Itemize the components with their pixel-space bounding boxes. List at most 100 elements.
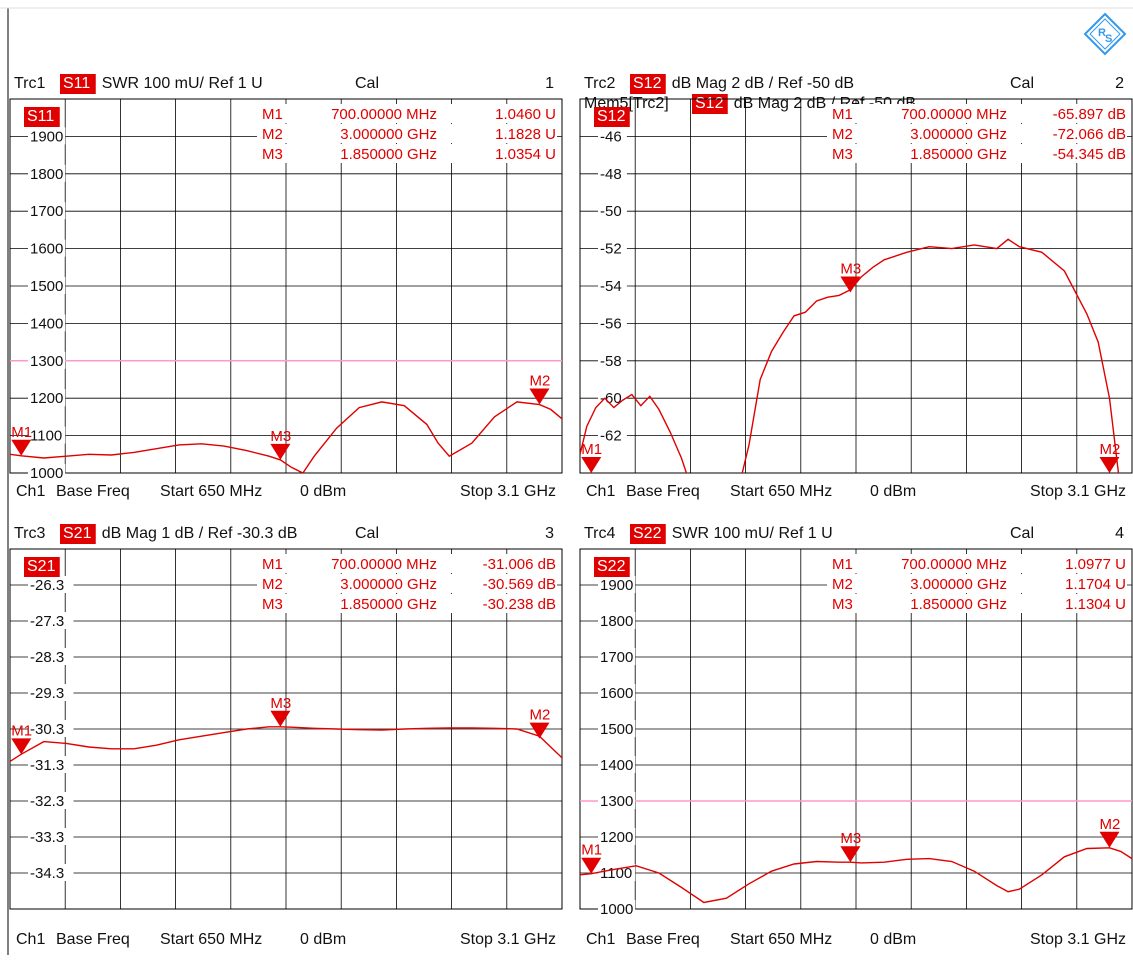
y-tick-label: -34.3 bbox=[30, 865, 64, 882]
y-tick-bg bbox=[28, 864, 74, 881]
marker-label: M2 bbox=[529, 373, 550, 390]
footer-channel: Ch1 bbox=[16, 483, 45, 500]
svg-text:S: S bbox=[1105, 33, 1112, 45]
footer-channel: Ch1 bbox=[586, 931, 615, 948]
y-tick-label: -60 bbox=[600, 390, 622, 407]
marker-label: M1 bbox=[11, 722, 32, 739]
marker-readout-bg bbox=[827, 554, 1127, 573]
y-tick-label: -54 bbox=[600, 278, 622, 295]
footer-power: 0 dBm bbox=[300, 931, 346, 948]
y-tick-label: -30.3 bbox=[30, 721, 64, 738]
marker-readout-freq: 3.000000 GHz bbox=[910, 576, 1007, 593]
y-tick-bg bbox=[598, 828, 636, 845]
y-tick-bg bbox=[28, 648, 74, 665]
marker-triangle bbox=[840, 276, 861, 293]
chart-panel-top-right: Trc2 S12 dB Mag 2 dB / Ref -50 dB Cal 2Mem5[… bbox=[579, 74, 1133, 500]
y-tick-bg bbox=[28, 127, 66, 145]
footer-power: 0 dBm bbox=[300, 483, 346, 500]
marker-triangle bbox=[11, 439, 32, 456]
trace-format: SWR 100 mU/ Ref 1 U bbox=[672, 525, 833, 542]
y-tick-bg bbox=[598, 576, 636, 593]
y-tick-label: 1800 bbox=[30, 166, 63, 183]
marker-label: M1 bbox=[581, 842, 602, 859]
marker-readout-bg bbox=[257, 594, 557, 613]
marker-label: M3 bbox=[840, 830, 861, 847]
footer-base-freq: Base Freq bbox=[626, 931, 700, 948]
footer-base-freq: Base Freq bbox=[56, 483, 130, 500]
y-tick-label: 1600 bbox=[600, 685, 633, 702]
y-tick-bg bbox=[28, 314, 66, 332]
y-tick-label: -46 bbox=[600, 128, 622, 145]
y-tick-bg bbox=[598, 900, 636, 917]
marker-label: M3 bbox=[270, 428, 291, 445]
trace-format: dB Mag 2 dB / Ref -50 dB bbox=[672, 75, 854, 92]
y-tick-label: -58 bbox=[600, 353, 622, 370]
y-tick-label: 1000 bbox=[30, 465, 63, 482]
cal-label: Cal bbox=[355, 525, 379, 542]
marker-triangle bbox=[1099, 457, 1120, 473]
marker-triangle bbox=[581, 457, 602, 473]
y-tick-bg bbox=[28, 576, 74, 593]
marker-readout-freq: 700.00000 MHz bbox=[331, 556, 437, 573]
y-tick-bg bbox=[598, 684, 636, 701]
rohde-schwarz-logo-icon: R S bbox=[1083, 12, 1127, 56]
param-label: S11 bbox=[27, 108, 54, 125]
y-tick-bg bbox=[28, 389, 66, 407]
marker-readout-freq: 3.000000 GHz bbox=[340, 126, 437, 143]
marker-label: M2 bbox=[1099, 816, 1120, 833]
y-tick-bg bbox=[598, 426, 627, 444]
param-badge bbox=[24, 557, 60, 577]
marker-triangle bbox=[1099, 831, 1120, 848]
y-tick-label: 1200 bbox=[30, 390, 63, 407]
marker-triangle bbox=[11, 738, 32, 755]
param-badge bbox=[24, 107, 60, 127]
y-tick-label: -56 bbox=[600, 315, 622, 332]
trace-line-1 bbox=[10, 401, 562, 473]
y-tick-bg bbox=[598, 127, 627, 145]
marker-readout-id: M2 bbox=[832, 126, 853, 143]
y-tick-bg bbox=[28, 351, 66, 369]
footer-base-freq: Base Freq bbox=[626, 483, 700, 500]
y-tick-bg bbox=[598, 756, 636, 773]
marker-readout-freq: 700.00000 MHz bbox=[901, 106, 1007, 123]
trace-line-1 bbox=[10, 726, 562, 762]
param-badge bbox=[60, 524, 96, 544]
marker-readout-value: 1.0460 U bbox=[495, 106, 556, 123]
marker-readout-id: M3 bbox=[262, 596, 283, 613]
marker-readout-value: -72.066 dB bbox=[1053, 126, 1126, 143]
y-tick-label: 1300 bbox=[600, 793, 633, 810]
y-tick-label: 1700 bbox=[600, 649, 633, 666]
window-number: 3 bbox=[545, 525, 554, 542]
marker-readout-id: M3 bbox=[832, 146, 853, 163]
trace-format: dB Mag 1 dB / Ref -30.3 dB bbox=[102, 525, 298, 542]
marker-readout-value: 1.1704 U bbox=[1065, 576, 1126, 593]
marker-readout-value: 1.1828 U bbox=[495, 126, 556, 143]
y-tick-label: -32.3 bbox=[30, 793, 64, 810]
trace-name: Trc4 bbox=[584, 525, 616, 542]
footer-base-freq: Base Freq bbox=[56, 931, 130, 948]
y-tick-label: 1500 bbox=[600, 721, 633, 738]
y-tick-bg bbox=[598, 864, 636, 881]
marker-readout-id: M1 bbox=[832, 556, 853, 573]
y-tick-bg bbox=[598, 202, 627, 220]
marker-readout-value: -65.897 dB bbox=[1053, 106, 1126, 123]
y-tick-label: -31.3 bbox=[30, 757, 64, 774]
footer-stop: Stop 3.1 GHz bbox=[1030, 483, 1126, 500]
marker-triangle bbox=[270, 710, 291, 727]
marker-readout-value: -31.006 dB bbox=[483, 556, 556, 573]
chart-panel-bottom-right: Trc4 S22 SWR 100 mU/ Ref 1 U Cal 4 1900 1800 17… bbox=[579, 524, 1133, 948]
y-tick-bg bbox=[28, 792, 74, 809]
param-label: S21 bbox=[27, 558, 56, 575]
y-tick-bg bbox=[28, 239, 66, 257]
y-tick-bg bbox=[598, 351, 627, 369]
cal-label: Cal bbox=[355, 75, 379, 92]
trace-format: SWR 100 mU/ Ref 1 U bbox=[102, 75, 263, 92]
y-tick-bg bbox=[28, 426, 66, 444]
y-tick-label: 1900 bbox=[30, 128, 63, 145]
y-tick-bg bbox=[598, 792, 636, 809]
trace-line-2 bbox=[741, 238, 1120, 473]
param-label: S12 bbox=[597, 108, 626, 125]
marker-readout-bg bbox=[257, 124, 557, 143]
param-label: S12 bbox=[695, 95, 724, 112]
window-number: 4 bbox=[1115, 525, 1124, 542]
